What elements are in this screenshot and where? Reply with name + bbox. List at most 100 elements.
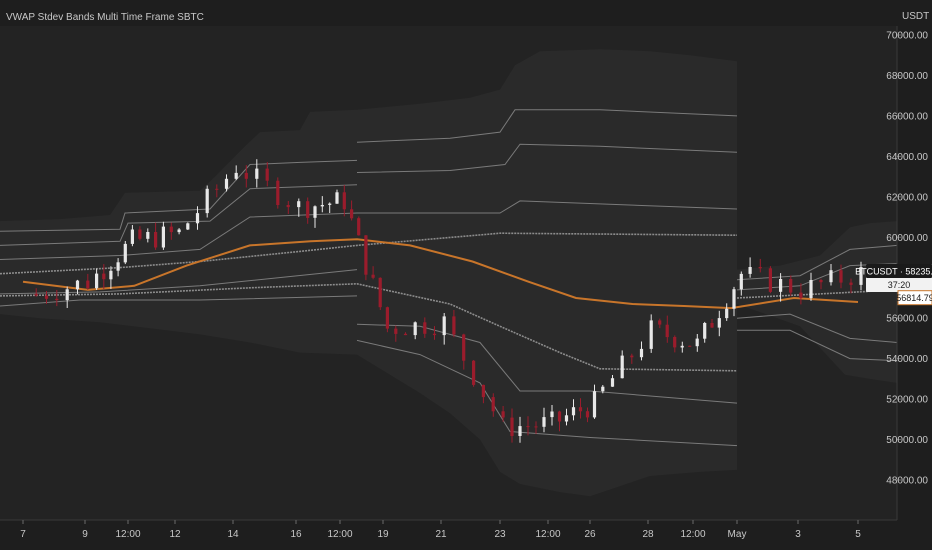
symbol-price-label: BTCUSDT · 58235.84 bbox=[855, 266, 932, 276]
inner-band-line-2 bbox=[736, 289, 898, 299]
x-tick-label: 12 bbox=[169, 529, 181, 540]
x-tick-label: 5 bbox=[855, 529, 861, 540]
candle-body bbox=[592, 391, 597, 418]
candle-body bbox=[534, 426, 538, 428]
x-tick-label: 23 bbox=[494, 529, 506, 540]
stdev-band-line-2 bbox=[0, 212, 358, 260]
candle-body bbox=[710, 323, 714, 328]
candle-body bbox=[205, 188, 209, 214]
y-tick-label: 52000.00 bbox=[886, 395, 928, 406]
y-tick-label: 50000.00 bbox=[886, 435, 928, 446]
candle-body bbox=[286, 205, 290, 208]
candles-group bbox=[34, 159, 863, 443]
x-tick-label: 9 bbox=[82, 529, 88, 540]
candle-body bbox=[725, 308, 729, 319]
candle-body bbox=[86, 280, 90, 289]
candle-body bbox=[75, 280, 80, 290]
candle-body bbox=[123, 243, 127, 263]
stdev-band-line-10 bbox=[736, 244, 898, 281]
candle-body bbox=[357, 218, 361, 236]
candle-body bbox=[195, 213, 200, 224]
stdev-band-line-0 bbox=[0, 159, 358, 232]
stdev-band-line-1 bbox=[0, 184, 358, 246]
candle-body bbox=[658, 320, 662, 325]
candle-body bbox=[739, 273, 743, 290]
y-tick-label: 54000.00 bbox=[886, 354, 928, 365]
countdown-label: 37:20 bbox=[888, 280, 911, 290]
y-tick-label: 48000.00 bbox=[886, 476, 928, 487]
x-tick-label: 3 bbox=[795, 529, 801, 540]
currency-label: USDT bbox=[902, 11, 930, 22]
candle-body bbox=[472, 360, 476, 385]
candle-body bbox=[320, 205, 324, 207]
candle-body bbox=[224, 178, 229, 189]
x-tick-label: 12:00 bbox=[535, 529, 560, 540]
stdev-band-line-13 bbox=[737, 329, 898, 362]
candle-body bbox=[526, 426, 530, 428]
x-tick-label: 14 bbox=[227, 529, 239, 540]
candle-body bbox=[620, 355, 624, 379]
candle-body bbox=[688, 345, 692, 347]
candle-body bbox=[138, 229, 142, 239]
stdev-band-line-6 bbox=[356, 143, 738, 173]
x-tick-label: 12:00 bbox=[327, 529, 352, 540]
candle-body bbox=[335, 192, 339, 204]
candle-body bbox=[234, 172, 238, 179]
candle-body bbox=[680, 345, 684, 348]
candle-body bbox=[116, 262, 120, 271]
candle-body bbox=[829, 270, 833, 283]
candle-body bbox=[146, 232, 150, 239]
candle-body bbox=[799, 292, 803, 299]
candle-body bbox=[215, 188, 219, 190]
symbol-tag-bg bbox=[866, 263, 932, 278]
candle-body bbox=[55, 298, 59, 301]
inner-band-line-0 bbox=[0, 232, 738, 275]
price-tags: BTCUSDT · 58235.84 37:20 56814.79 bbox=[855, 263, 932, 306]
candle-body bbox=[385, 307, 389, 329]
candle-body bbox=[839, 270, 843, 283]
candle-body bbox=[557, 411, 562, 422]
candle-body bbox=[819, 280, 823, 283]
candle-body bbox=[748, 267, 752, 274]
y-tick-label: 68000.00 bbox=[886, 71, 928, 82]
candle-body bbox=[394, 328, 398, 334]
candle-body bbox=[703, 323, 707, 339]
candle-body bbox=[630, 355, 634, 358]
x-tick-label: 7 bbox=[20, 529, 26, 540]
candle-body bbox=[649, 320, 653, 349]
candle-body bbox=[639, 348, 644, 358]
stdev-band-line-5 bbox=[356, 109, 738, 143]
candle-body bbox=[378, 277, 382, 308]
candle-body bbox=[758, 267, 762, 269]
candle-body bbox=[578, 407, 583, 412]
candle-body bbox=[403, 333, 408, 336]
candle-body bbox=[481, 384, 485, 398]
x-tick-label: 16 bbox=[290, 529, 302, 540]
indicator-title[interactable]: VWAP Stdev Bands Multi Time Frame SBTC bbox=[6, 12, 204, 23]
x-tick-label: 12:00 bbox=[680, 529, 705, 540]
candle-body bbox=[186, 223, 190, 230]
candle-body bbox=[413, 322, 417, 336]
candle-body bbox=[65, 289, 69, 301]
candle-body bbox=[306, 201, 310, 218]
stdev-band-line-8 bbox=[356, 323, 738, 404]
candle-body bbox=[154, 232, 158, 248]
candle-body bbox=[265, 168, 269, 181]
candle-body bbox=[169, 226, 173, 233]
x-tick-label: 28 bbox=[642, 529, 654, 540]
candle-body bbox=[328, 203, 332, 205]
candle-body bbox=[849, 282, 853, 285]
y-tick-label: 60000.00 bbox=[886, 233, 928, 244]
candle-body bbox=[550, 411, 554, 418]
candle-body bbox=[809, 280, 813, 299]
candle-body bbox=[610, 378, 615, 387]
candle-body bbox=[491, 397, 495, 412]
x-tick-label: May bbox=[728, 529, 747, 540]
candle-body bbox=[789, 279, 793, 293]
x-tick-label: 12:00 bbox=[115, 529, 140, 540]
candle-body bbox=[673, 337, 677, 348]
stdev-band-line-9 bbox=[356, 339, 738, 447]
x-tick-label: 21 bbox=[435, 529, 447, 540]
candle-body bbox=[95, 273, 99, 289]
